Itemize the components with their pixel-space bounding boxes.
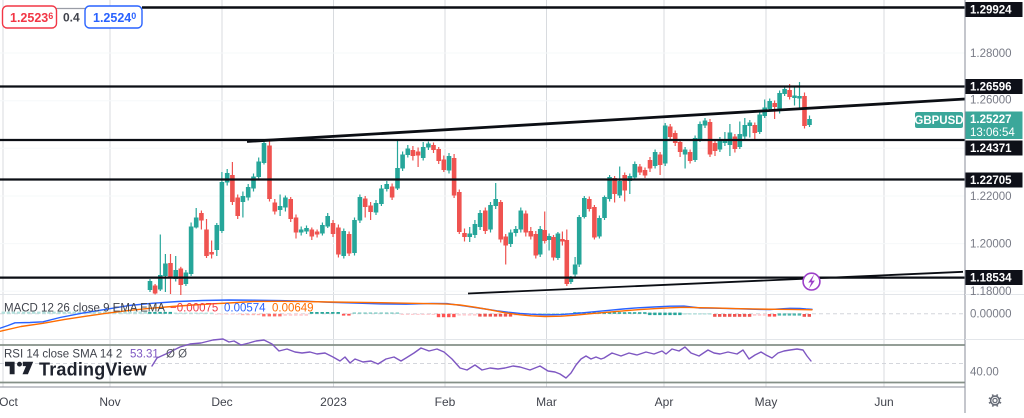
svg-text:40.00: 40.00 xyxy=(970,367,999,379)
svg-text:1.25240: 1.25240 xyxy=(93,11,136,25)
svg-text:1.22705: 1.22705 xyxy=(970,175,1012,187)
svg-text:2023: 2023 xyxy=(320,395,347,409)
svg-text:1.20000: 1.20000 xyxy=(970,239,1012,251)
svg-text:GBPUSD: GBPUSD xyxy=(914,115,963,127)
svg-text:0.00649: 0.00649 xyxy=(272,303,314,315)
svg-text:1.22000: 1.22000 xyxy=(970,191,1012,203)
svg-text:TradingView: TradingView xyxy=(39,360,148,380)
svg-text:RSI 14 close SMA 14 2: RSI 14 close SMA 14 2 xyxy=(4,349,122,361)
svg-text:1.24371: 1.24371 xyxy=(970,143,1012,155)
svg-text:1.26596: 1.26596 xyxy=(970,82,1012,94)
svg-text:May: May xyxy=(755,395,778,409)
svg-text:0.00000: 0.00000 xyxy=(970,309,1012,321)
svg-text:Dec: Dec xyxy=(211,395,232,409)
svg-text:1.25236: 1.25236 xyxy=(10,11,53,25)
svg-text:1.18000: 1.18000 xyxy=(970,286,1012,298)
svg-text:MACD 12 26 close 9 EMA EMA: MACD 12 26 close 9 EMA EMA xyxy=(4,303,165,315)
svg-text:Oct: Oct xyxy=(0,395,18,409)
svg-text:1.26000: 1.26000 xyxy=(970,95,1012,107)
svg-text:Mar: Mar xyxy=(536,395,557,409)
svg-text:1.28000: 1.28000 xyxy=(970,48,1012,60)
svg-text:1.25227: 1.25227 xyxy=(970,114,1012,126)
svg-text:53.31: 53.31 xyxy=(130,349,159,361)
svg-text:Jun: Jun xyxy=(874,395,893,409)
svg-text:0.00574: 0.00574 xyxy=(224,303,266,315)
svg-text:−0.00075: −0.00075 xyxy=(170,303,218,315)
svg-text:Ø Ø: Ø Ø xyxy=(166,349,187,361)
svg-text:Feb: Feb xyxy=(435,395,456,409)
svg-text:1.18534: 1.18534 xyxy=(970,273,1012,285)
svg-text:Apr: Apr xyxy=(655,395,674,409)
svg-text:13:06:54: 13:06:54 xyxy=(970,127,1015,139)
svg-text:0.4: 0.4 xyxy=(63,11,80,25)
svg-text:1.29924: 1.29924 xyxy=(970,5,1012,17)
svg-text:Nov: Nov xyxy=(99,395,120,409)
